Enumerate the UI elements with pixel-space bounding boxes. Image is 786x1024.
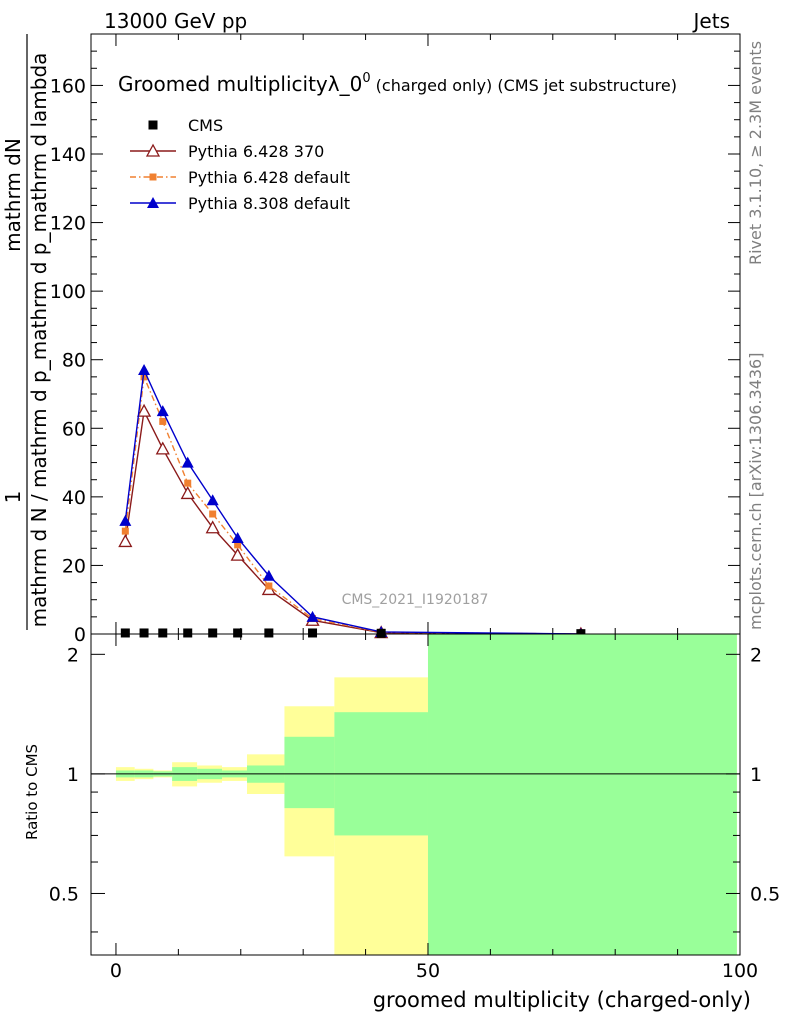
series-line xyxy=(124,367,581,635)
plot-title: Groomed multiplicityλ_00 (charged only) … xyxy=(118,71,677,96)
watermark: CMS_2021_I1920187 xyxy=(342,592,489,608)
ratio-y-tick-label-right: 2 xyxy=(750,644,762,666)
y-tick-label: 140 xyxy=(50,144,86,166)
header-right: Jets xyxy=(692,9,730,33)
legend-marker xyxy=(147,197,159,208)
data-point xyxy=(231,532,244,543)
main-y-axis-label: 1 mathrm dN mathrm d N / mathrm d p_math… xyxy=(1,34,51,630)
ratio-y-tick-label: 1 xyxy=(67,764,79,786)
data-point xyxy=(306,610,319,622)
data-point xyxy=(139,628,149,638)
data-point xyxy=(140,373,148,381)
x-tick-label: 0 xyxy=(110,960,122,982)
data-point xyxy=(119,514,132,526)
x-axis-label: groomed multiplicity (charged-only) xyxy=(373,988,751,1012)
plot-title-suffix: (charged only) (CMS jet substructure) xyxy=(371,76,677,95)
legend-marker xyxy=(149,173,157,181)
y-tick-label: 60 xyxy=(62,418,86,440)
data-point xyxy=(180,486,195,500)
header-left: 13000 GeV pp xyxy=(104,9,247,33)
y-tick-label: 120 xyxy=(50,213,86,235)
legend-item: Pythia 6.428 370 xyxy=(130,142,324,161)
legend-marker xyxy=(145,143,161,157)
ratio-y-tick-label: 2 xyxy=(67,644,79,666)
data-point xyxy=(264,628,274,638)
data-point xyxy=(121,527,129,535)
ratio-band-inner xyxy=(427,634,737,955)
series-cms xyxy=(120,628,586,639)
data-point xyxy=(205,520,220,534)
data-point xyxy=(155,441,170,455)
y-tick-label: 100 xyxy=(50,281,86,303)
ylabel-top: 1 xyxy=(1,491,25,504)
y-tick-label: 40 xyxy=(62,487,86,509)
ratio-y-tick-label-right: 1 xyxy=(750,764,762,786)
ratio-y-tick-label-right: 0.5 xyxy=(750,883,780,905)
legend: CMS Pythia 6.428 370 Pythia 6.428 default P… xyxy=(130,116,350,213)
x-tick-label: 100 xyxy=(722,960,758,982)
legend-label: Pythia 8.308 default xyxy=(188,194,350,213)
ratio-y-axis-label: Ratio to CMS xyxy=(23,744,41,840)
legend-item: Pythia 8.308 default xyxy=(130,194,350,213)
y-tick-label: 80 xyxy=(62,350,86,372)
x-tick-label: 50 xyxy=(416,960,440,982)
rivet-info: Rivet 3.1.10, ≥ 2.3M events xyxy=(746,41,765,265)
data-point xyxy=(234,541,242,549)
legend-marker xyxy=(148,120,158,130)
data-point xyxy=(158,628,168,638)
series-line xyxy=(124,408,581,635)
ratio-band-inner xyxy=(284,736,335,809)
data-point xyxy=(183,628,193,638)
main-y-tick-labels: 0 20 40 60 80 100 120 140 160 xyxy=(50,75,86,646)
ylabel-numerator: mathrm dN xyxy=(1,138,25,252)
ratio-y-tick-label: 0.5 xyxy=(49,883,79,905)
data-point xyxy=(262,569,275,581)
ylabel-denominator: mathrm d N / mathrm d p_mathrm d p_mathr… xyxy=(27,53,51,628)
data-point xyxy=(209,510,217,518)
data-point xyxy=(136,403,152,417)
legend-label: Pythia 6.428 default xyxy=(188,168,350,187)
main-axis-ticks xyxy=(91,33,741,635)
data-point xyxy=(159,417,167,425)
ratio-frame xyxy=(90,633,741,956)
ratio-y-tick-labels: 0.5 0.5 1 1 2 2 xyxy=(49,644,780,905)
data-point xyxy=(184,479,192,487)
plot-title-main: Groomed multiplicityλ_0 xyxy=(118,72,362,96)
ratio-bands xyxy=(115,634,737,955)
data-point xyxy=(208,628,218,638)
data-point xyxy=(230,547,245,561)
legend-item: CMS xyxy=(148,116,223,135)
data-point xyxy=(206,494,219,506)
x-tick-labels: 0 50 100 xyxy=(110,960,758,982)
ratio-axis-ticks xyxy=(91,634,741,955)
data-point xyxy=(181,456,194,468)
data-point xyxy=(376,628,386,638)
y-tick-label: 20 xyxy=(62,555,86,577)
data-point xyxy=(308,628,318,638)
legend-label: Pythia 6.428 370 xyxy=(188,142,324,161)
data-point xyxy=(233,628,243,638)
series-line xyxy=(124,374,581,635)
legend-item: Pythia 6.428 default xyxy=(130,168,350,187)
data-point xyxy=(138,364,151,375)
mcplots-info: mcplots.cern.ch [arXiv:1306.3436] xyxy=(746,353,765,630)
ratio-plot: 0.5 0.5 1 1 2 2 0 50 100 Ratio to CMS groomed m… xyxy=(23,633,780,1012)
data-point xyxy=(118,534,133,548)
y-tick-label: 0 xyxy=(74,624,86,646)
legend-label: CMS xyxy=(188,116,223,135)
plot-title-sup: 0 xyxy=(362,71,370,86)
data-point xyxy=(156,405,169,417)
y-tick-label: 160 xyxy=(50,75,86,97)
data-point xyxy=(265,582,273,590)
data-point xyxy=(120,628,130,638)
